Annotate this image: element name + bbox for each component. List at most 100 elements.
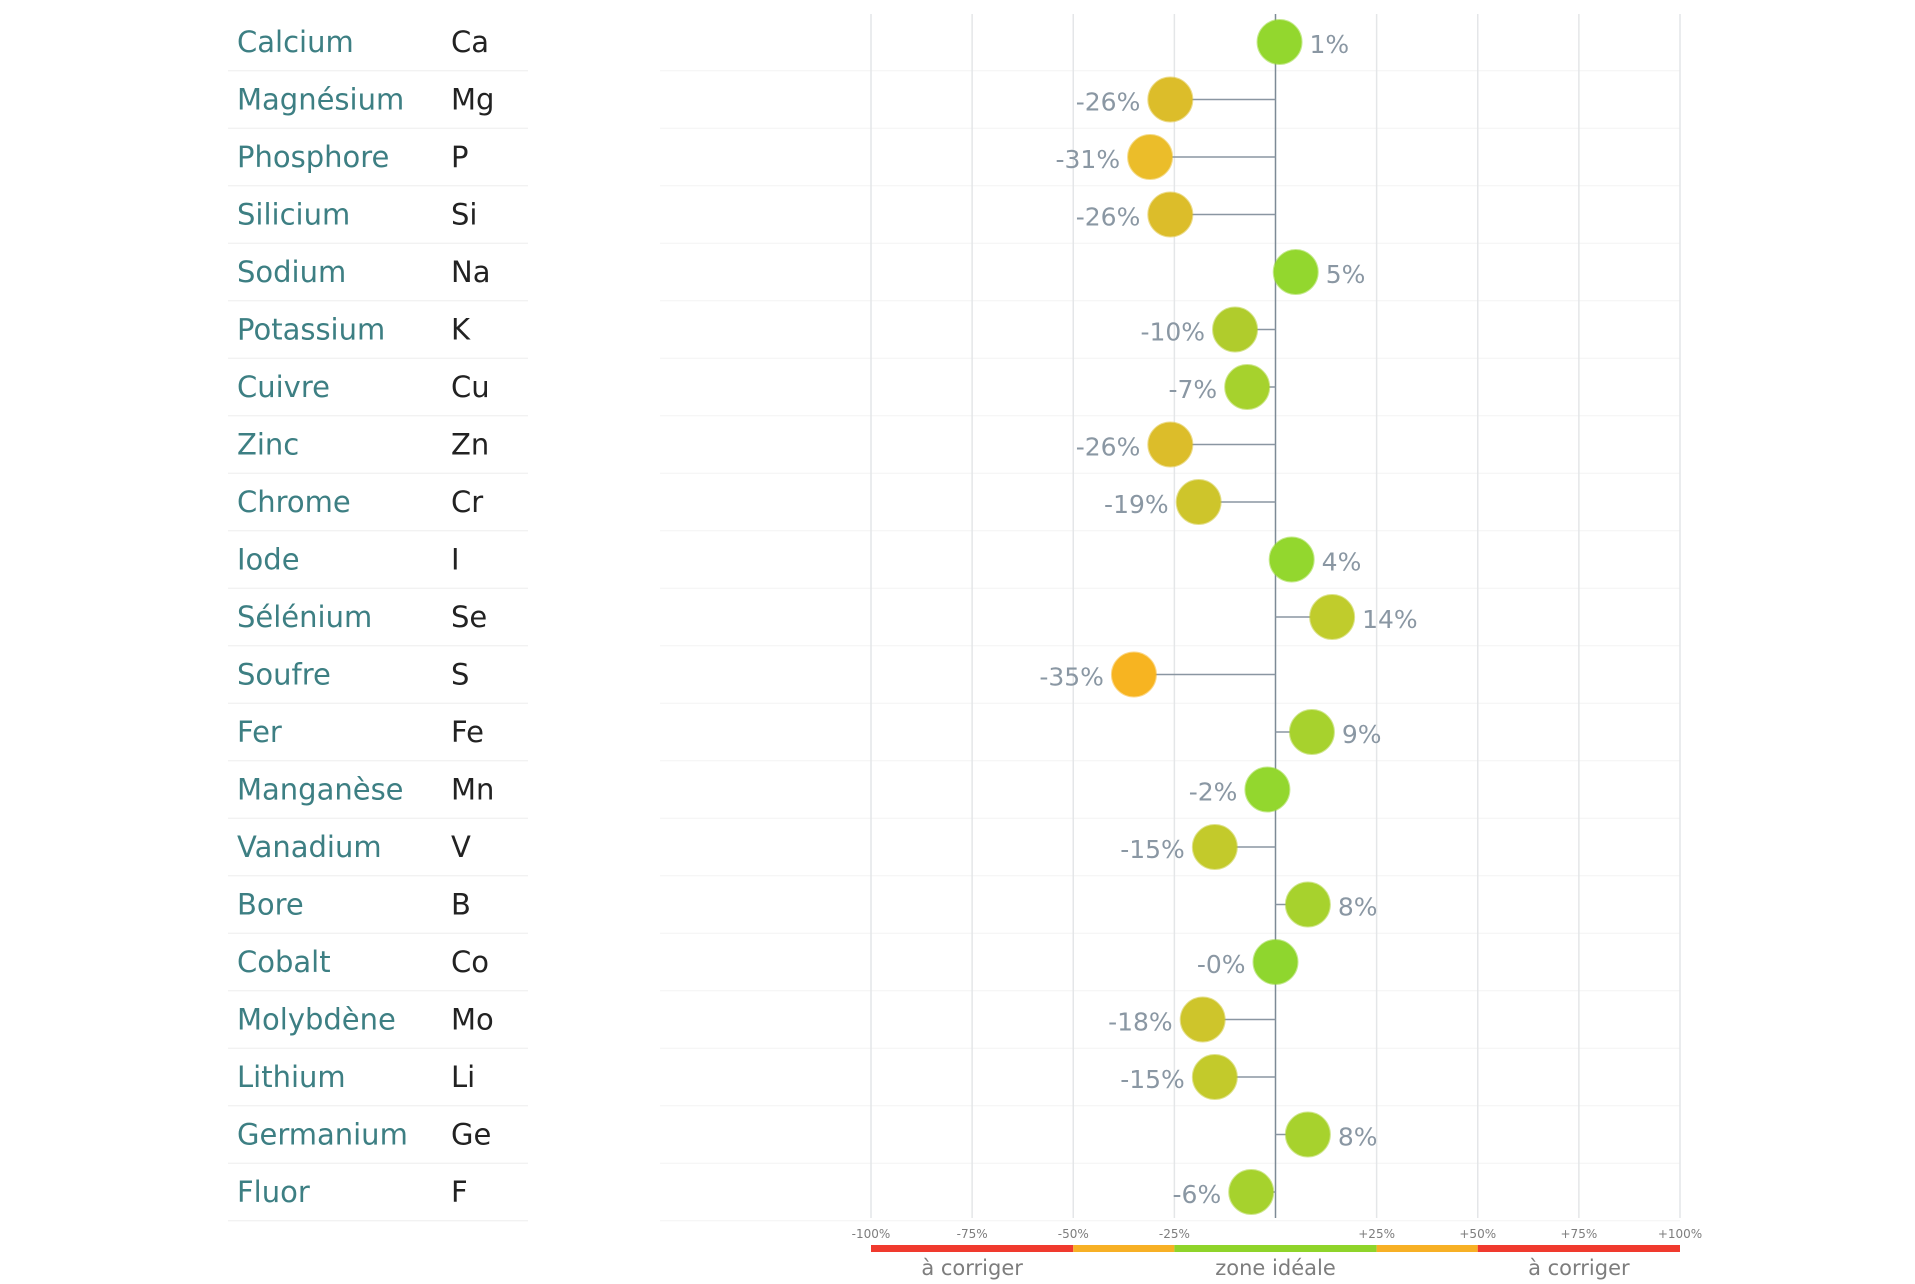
value-label: -19% <box>1104 490 1169 519</box>
value-dot <box>1309 594 1356 640</box>
element-name: Lithium <box>237 1060 346 1094</box>
element-name: Magnésium <box>237 83 404 117</box>
value-label: -6% <box>1173 1180 1222 1209</box>
value-label: 8% <box>1338 1123 1378 1152</box>
element-symbol: Ca <box>451 25 489 59</box>
value-dot <box>1127 134 1174 180</box>
value-label: -18% <box>1108 1008 1173 1037</box>
value-dot <box>1212 306 1259 353</box>
element-symbol: Co <box>451 945 489 979</box>
zone-label: à corriger <box>1528 1256 1630 1280</box>
element-name: Manganèse <box>237 773 404 807</box>
element-symbol: Cu <box>451 370 490 404</box>
value-dot <box>1284 881 1331 928</box>
value-dot <box>1244 766 1291 813</box>
element-name: Fer <box>237 715 282 749</box>
value-label: 9% <box>1342 720 1382 749</box>
x-axis-ticks: -100% -75% -50% -25% +25% +50% +75% +100% <box>852 1227 1703 1241</box>
value-label: -10% <box>1140 318 1205 347</box>
element-name: Phosphore <box>237 140 389 174</box>
element-name: Soufre <box>237 658 331 692</box>
element-symbol: V <box>451 830 471 864</box>
value-label: -15% <box>1120 835 1185 864</box>
element-symbol: Si <box>451 198 477 232</box>
element-name: Germanium <box>237 1118 408 1152</box>
element-name: Fluor <box>237 1175 310 1209</box>
value-dot <box>1272 249 1319 295</box>
value-dot <box>1268 536 1315 583</box>
x-tick-label: +25% <box>1358 1227 1395 1241</box>
x-tick-label: -25% <box>1159 1227 1190 1241</box>
element-symbol: I <box>451 543 460 577</box>
value-dot <box>1284 1111 1331 1158</box>
element-symbol: K <box>451 313 471 347</box>
value-labels: 1% -26% -31% -26% 5% -10% -7% -26% -19% 4%14% -35%… <box>1039 30 1417 1209</box>
value-label: 14% <box>1362 605 1418 634</box>
element-name: Silicium <box>237 198 350 232</box>
x-tick-label: -75% <box>957 1227 988 1241</box>
zone-bar <box>871 1245 1680 1252</box>
element-name: Molybdène <box>237 1003 396 1037</box>
element-symbol: Se <box>451 600 487 634</box>
value-dot <box>1224 364 1271 410</box>
element-name: Calcium <box>237 25 354 59</box>
element-symbol: Mg <box>451 83 494 117</box>
element-symbol: P <box>451 140 469 174</box>
value-label: -31% <box>1056 145 1121 174</box>
value-label: -0% <box>1197 950 1246 979</box>
element-symbol: Mo <box>451 1003 494 1037</box>
value-label: -26% <box>1076 433 1141 462</box>
value-dot <box>1228 1169 1275 1215</box>
element-symbol: Zn <box>451 428 489 462</box>
value-label: 1% <box>1310 30 1350 59</box>
element-symbol: B <box>451 888 471 922</box>
x-tick-label: -50% <box>1058 1227 1089 1241</box>
element-symbol: F <box>451 1175 468 1209</box>
element-name: Iode <box>237 543 300 577</box>
value-label: -15% <box>1120 1065 1185 1094</box>
element-symbol: S <box>451 658 469 692</box>
value-label: 4% <box>1322 548 1362 577</box>
x-tick-label: +50% <box>1459 1227 1496 1241</box>
element-symbol: Mn <box>451 773 494 807</box>
value-dot <box>1147 191 1194 238</box>
zone-segment <box>1477 1245 1680 1252</box>
value-label: -26% <box>1076 203 1141 232</box>
value-dot <box>1191 824 1238 870</box>
element-name: Sélénium <box>237 600 372 634</box>
value-dot <box>1256 19 1303 65</box>
value-dot <box>1179 996 1226 1043</box>
element-name: Potassium <box>237 313 385 347</box>
x-tick-label: -100% <box>852 1227 891 1241</box>
element-name: Chrome <box>237 485 351 519</box>
row-separators <box>228 70 1680 1222</box>
value-label: -2% <box>1189 778 1238 807</box>
value-dot <box>1288 709 1335 755</box>
value-dot <box>1175 479 1222 525</box>
value-label: -7% <box>1168 375 1217 404</box>
zone-labels: à corriger zone idéale à corriger <box>921 1256 1630 1280</box>
element-symbol: Cr <box>451 485 483 519</box>
zone-segment <box>871 1245 1074 1252</box>
element-list: Calcium Ca Magnésium Mg Phosphore P Silicium Si… <box>237 25 494 1209</box>
element-name: Vanadium <box>237 830 382 864</box>
value-dots <box>1110 19 1356 1215</box>
x-tick-label: +100% <box>1658 1227 1702 1241</box>
value-dot <box>1110 651 1157 698</box>
element-name: Cuivre <box>237 370 330 404</box>
element-symbol: Fe <box>451 715 484 749</box>
zone-segment <box>1073 1245 1175 1252</box>
element-name: Zinc <box>237 428 299 462</box>
element-name: Bore <box>237 888 304 922</box>
value-label: 5% <box>1326 260 1366 289</box>
value-dot <box>1191 1054 1238 1100</box>
element-symbol: Li <box>451 1060 475 1094</box>
element-symbol: Ge <box>451 1118 491 1152</box>
zone-label: zone idéale <box>1215 1256 1335 1280</box>
element-symbol: Na <box>451 255 490 289</box>
x-tick-label: +75% <box>1561 1227 1598 1241</box>
zone-segment <box>1174 1245 1377 1252</box>
element-name: Cobalt <box>237 945 331 979</box>
value-dot <box>1147 421 1194 468</box>
